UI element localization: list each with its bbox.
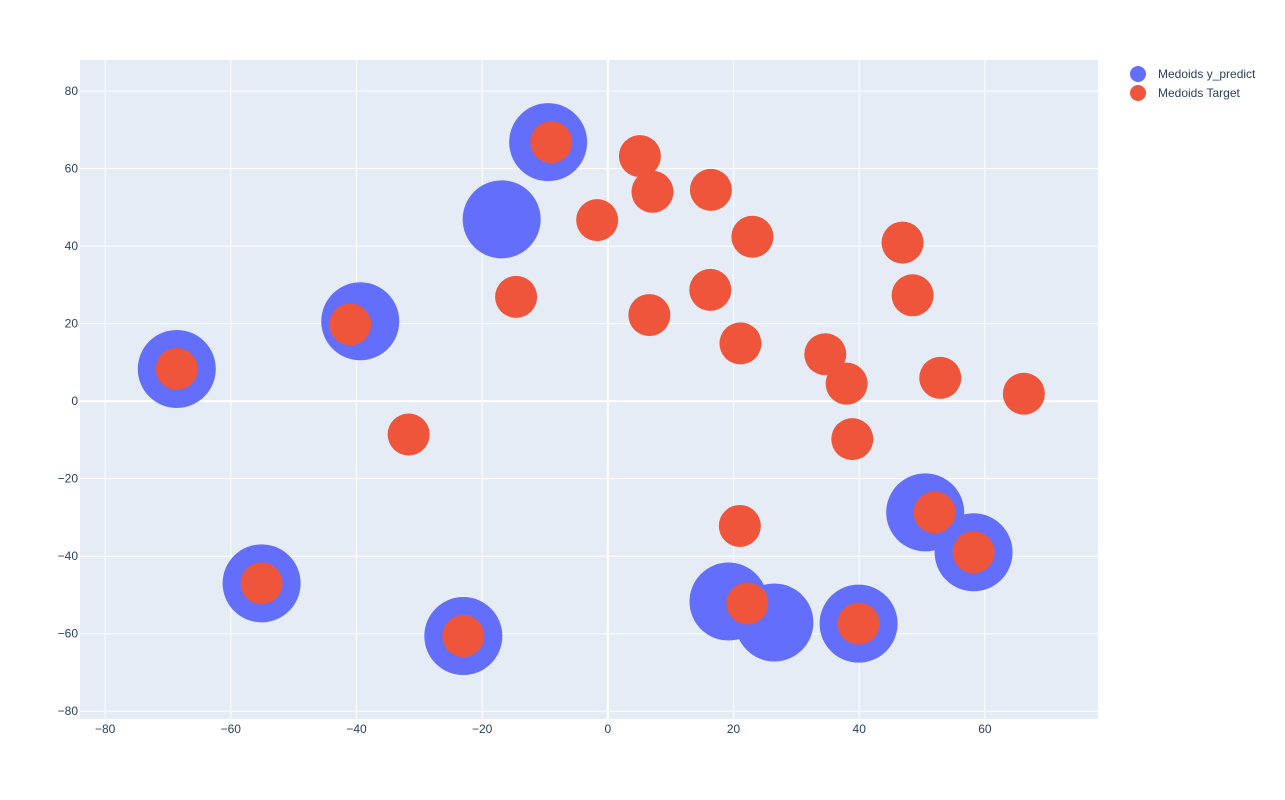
predict-marker[interactable]: [462, 180, 541, 259]
target-marker[interactable]: [628, 294, 671, 337]
target-marker[interactable]: [240, 562, 283, 605]
target-marker[interactable]: [387, 413, 430, 456]
target-marker[interactable]: [804, 333, 847, 376]
target-marker[interactable]: [689, 168, 732, 211]
target-marker[interactable]: [530, 121, 573, 164]
y-tick-label: −20: [58, 472, 79, 486]
series-target: [155, 121, 1045, 658]
legend-swatch-predict: [1130, 65, 1146, 82]
target-marker[interactable]: [442, 615, 485, 658]
y-tick-label: 0: [71, 394, 78, 408]
target-marker[interactable]: [913, 491, 956, 534]
x-tick-label: −20: [472, 722, 493, 736]
legend-label-predict: Medoids y_predict: [1158, 66, 1256, 81]
tick-labels: −80 −60 −40 −20 0 20 40 60 −80 −60 −40 −20 0 20 40 60 80: [58, 84, 992, 736]
x-tick-label: 60: [978, 722, 992, 736]
target-marker[interactable]: [719, 322, 762, 365]
target-marker[interactable]: [618, 135, 661, 178]
legend-label-target: Medoids Target: [1158, 85, 1240, 100]
x-tick-label: 40: [853, 722, 867, 736]
legend-item-target[interactable]: Medoids Target: [1128, 83, 1255, 102]
target-marker[interactable]: [731, 215, 774, 258]
target-marker[interactable]: [881, 221, 924, 264]
x-tick-label: 0: [605, 722, 612, 736]
legend[interactable]: Medoids y_predict Medoids Target: [1128, 64, 1255, 102]
target-marker[interactable]: [952, 531, 995, 574]
y-tick-label: −80: [58, 704, 79, 718]
y-tick-label: 80: [65, 84, 79, 98]
target-marker[interactable]: [837, 602, 880, 645]
target-marker[interactable]: [718, 504, 761, 547]
x-tick-label: −80: [95, 722, 116, 736]
y-tick-label: 40: [65, 239, 79, 253]
target-marker[interactable]: [726, 582, 769, 625]
target-marker[interactable]: [825, 362, 868, 405]
y-tick-label: 60: [65, 162, 79, 176]
x-tick-label: −60: [221, 722, 242, 736]
target-marker[interactable]: [329, 303, 372, 346]
target-marker[interactable]: [689, 268, 732, 311]
legend-item-predict[interactable]: Medoids y_predict: [1128, 64, 1255, 83]
data-markers: [137, 103, 1045, 676]
legend-swatch-target: [1130, 84, 1146, 101]
y-tick-label: −60: [58, 627, 79, 641]
target-marker[interactable]: [631, 170, 674, 213]
y-tick-label: −40: [58, 549, 79, 563]
target-marker[interactable]: [495, 275, 538, 318]
y-tick-label: 20: [65, 317, 79, 331]
target-marker[interactable]: [891, 274, 934, 317]
x-tick-label: 20: [727, 722, 741, 736]
x-tick-label: −40: [346, 722, 367, 736]
grid-lines: [80, 60, 1098, 719]
target-marker[interactable]: [1002, 372, 1045, 415]
target-marker[interactable]: [831, 418, 874, 461]
target-marker[interactable]: [155, 347, 198, 390]
target-marker[interactable]: [919, 356, 962, 399]
target-marker[interactable]: [576, 199, 619, 242]
